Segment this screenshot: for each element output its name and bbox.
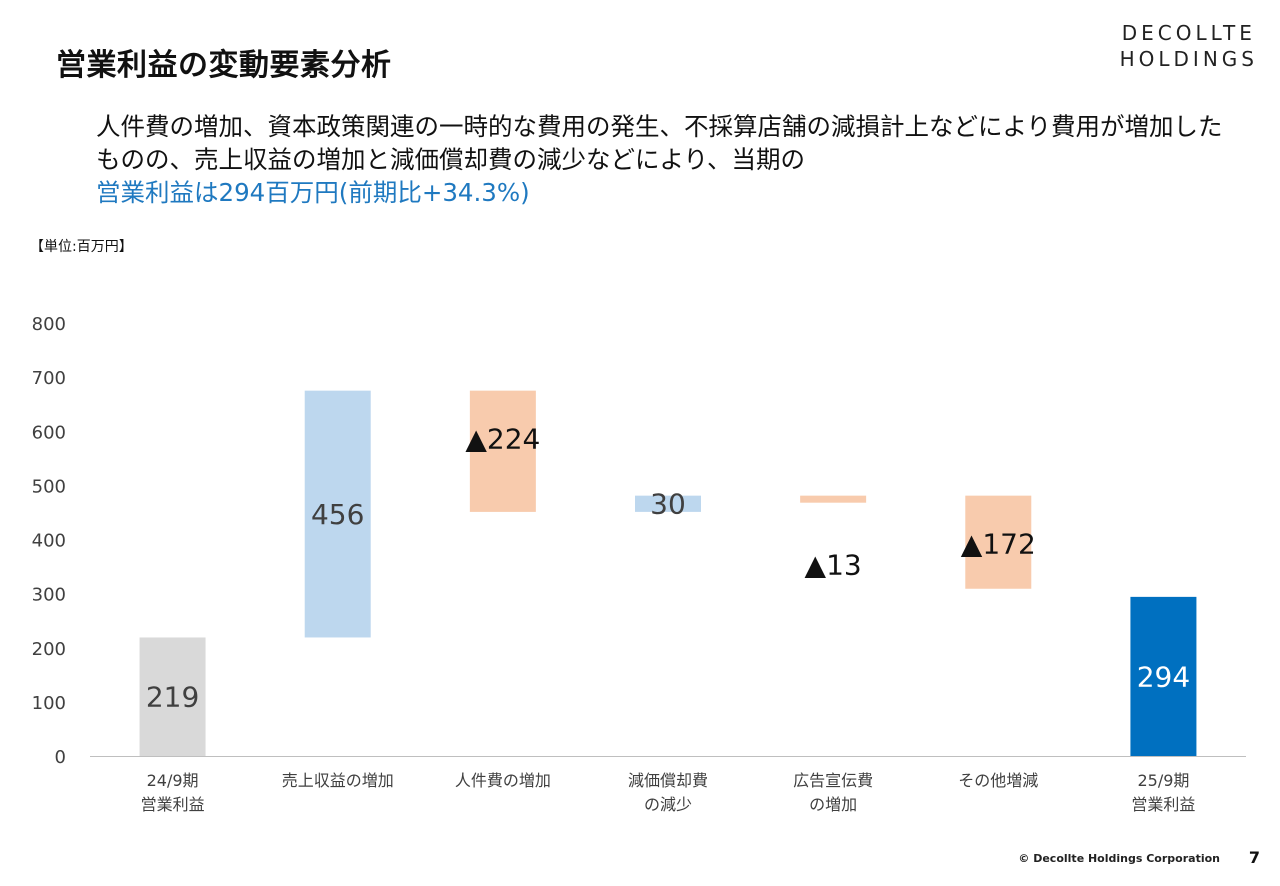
page-title: 営業利益の変動要素分析 [56,48,392,83]
copyright: © Decollte Holdings Corporation [1018,852,1220,865]
category-label: その他増減 [958,771,1038,790]
summary-highlight: 営業利益は294百万円(前期比+34.3%) [96,178,530,207]
bar-4 [635,495,701,512]
y-tick-label: 100 [32,693,66,714]
bar-label-6: ▲172 [961,528,1036,561]
company-logo: DECOLLTE HOLDINGS [1120,20,1258,72]
page-number: 7 [1248,848,1260,867]
category-label: 25/9期営業利益 [1131,771,1195,814]
bar-7 [1130,596,1197,756]
y-tick-label: 0 [55,747,66,768]
bar-3 [469,390,536,512]
category-label: 売上収益の増加 [282,771,394,790]
bar-label-3: ▲224 [465,423,540,456]
logo-line-1: DECOLLTE [1121,21,1256,45]
category-label: 減価償却費の減少 [628,771,708,814]
y-tick-label: 200 [32,639,66,660]
category-label: 人件費の増加 [455,771,551,790]
unit-label: 【単位:百万円】 [30,239,133,255]
y-tick-label: 600 [32,422,66,443]
y-tick-label: 700 [32,368,66,389]
bar-2 [304,390,371,638]
bar-label-1: 219 [146,681,199,714]
bar-label-4: 30 [650,488,686,521]
summary-text: 人件費の増加、資本政策関連の一時的な費用の発生、不採算店舗の減損計上などにより費… [96,110,1226,209]
y-tick-label: 300 [32,585,66,606]
logo-line-2: HOLDINGS [1119,47,1258,71]
summary-body: 人件費の増加、資本政策関連の一時的な費用の発生、不採算店舗の減損計上などにより費… [96,112,1223,174]
bar-label-7: 294 [1137,660,1190,693]
category-label: 24/9期営業利益 [141,771,205,814]
bar-6 [965,495,1032,589]
y-tick-label: 500 [32,476,66,497]
bar-label-5: ▲13 [805,549,862,582]
bar-5 [800,495,867,503]
category-label: 広告宣伝費の増加 [793,771,873,814]
bar-1 [139,637,206,756]
bar-label-2: 456 [311,498,364,531]
y-tick-label: 400 [32,531,66,552]
y-tick-label: 800 [32,314,66,335]
